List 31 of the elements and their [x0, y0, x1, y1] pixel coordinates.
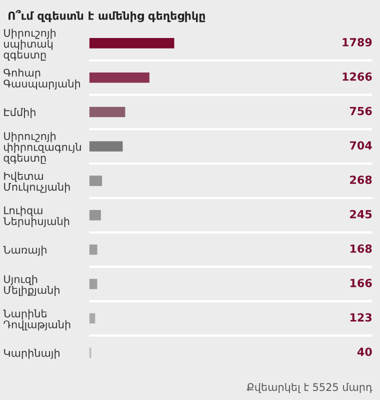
y-tick-label: Սիրուշոյի փիրուզագույն զգեստը	[4, 132, 81, 164]
bar	[89, 244, 98, 255]
data-label: 268	[350, 176, 372, 184]
data-label: 1266	[342, 72, 372, 81]
y-tick-label: Կարինայի	[4, 348, 60, 359]
y-tick-label: Նարինե Դովլաթյանի	[3, 309, 70, 330]
data-label: 704	[350, 141, 372, 150]
data-label: 756	[350, 106, 372, 116]
bar	[89, 106, 126, 118]
bar	[89, 72, 150, 83]
data-label: 123	[350, 313, 372, 322]
text: Քվեարկել է 5525 մարդ	[246, 382, 372, 394]
data-label: 168	[350, 244, 372, 253]
y-tick-label: Գոհար Գասպարյանի	[4, 68, 80, 90]
y-tick-label: Նառայի	[3, 246, 46, 256]
data-label: 1789	[342, 38, 372, 46]
data-label: 166	[350, 278, 372, 288]
bar	[89, 141, 123, 152]
data-label: 40	[357, 348, 372, 356]
bar	[89, 313, 96, 324]
y-tick-label: Սյուզի Մելիքյանի	[4, 275, 60, 296]
bar	[89, 210, 101, 220]
y-tick-label: Իվետա Մուկուչյանի	[4, 172, 70, 193]
bar	[89, 278, 98, 290]
chart-title: Ո՞ւմ զգեստն է ամենից գեղեցիկը	[8, 10, 206, 22]
y-tick-label: Լուիզա Ներսիսյանի	[3, 206, 70, 228]
bar	[89, 176, 102, 186]
y-tick-label: Էմմիի	[4, 108, 36, 118]
bar	[89, 38, 174, 48]
y-tick-label: Սիրուշոյի սպիտակ զգեստը	[4, 28, 56, 61]
data-label: 245	[350, 210, 372, 218]
